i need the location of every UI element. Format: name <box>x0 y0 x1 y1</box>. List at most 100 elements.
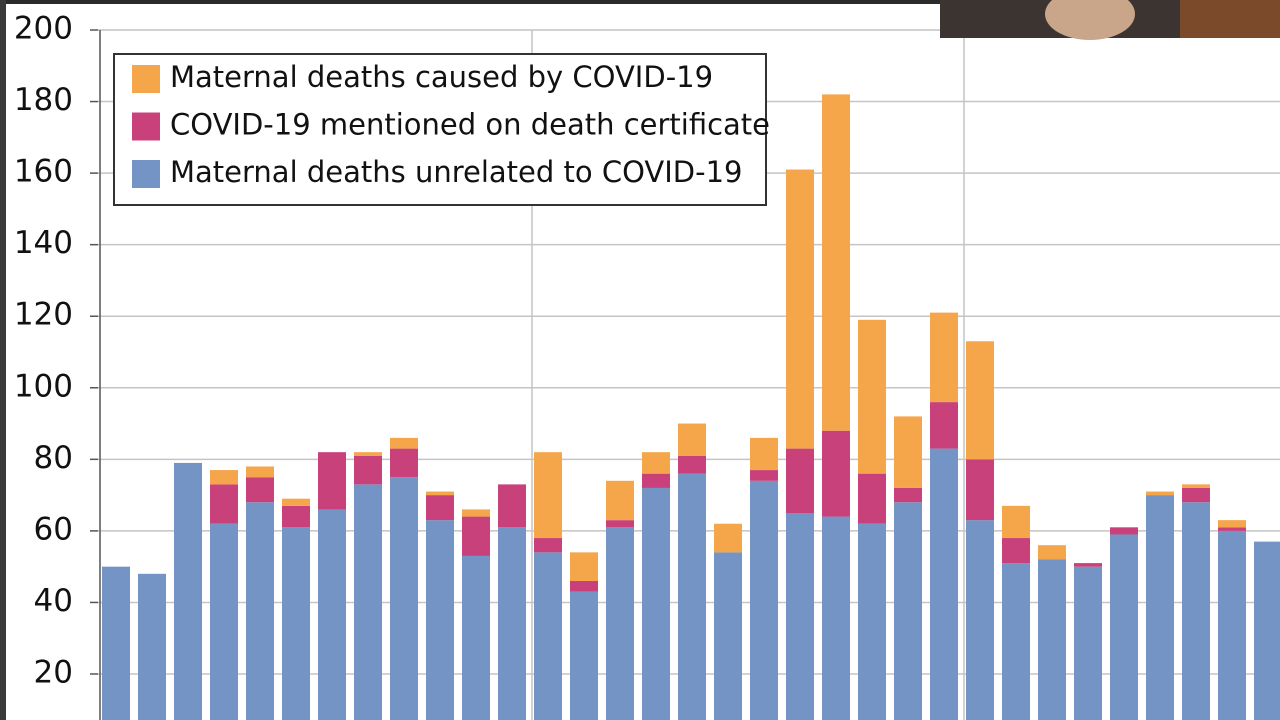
bar-segment <box>750 480 778 720</box>
bar-segment <box>894 502 922 720</box>
bar-segment <box>606 527 634 720</box>
y-tick-label: 160 <box>14 154 73 190</box>
y-tick-label: 40 <box>34 583 73 619</box>
bar-segment <box>858 473 886 524</box>
bar-segment <box>966 520 994 720</box>
bar-segment <box>426 495 454 521</box>
bar-segment <box>246 477 274 503</box>
bar-segment <box>534 452 562 539</box>
bar-segment <box>714 552 742 720</box>
bar-segment <box>210 470 238 485</box>
bar-segment <box>246 466 274 478</box>
bar-segment <box>282 527 310 720</box>
bar-segment <box>642 473 670 488</box>
bar-segment <box>858 523 886 720</box>
bar-segment <box>318 509 346 720</box>
bar-segment <box>894 487 922 503</box>
y-tick-label: 180 <box>14 82 73 118</box>
bar-segment <box>174 462 202 720</box>
bar-segment <box>822 516 850 720</box>
bar-segment <box>1146 491 1174 496</box>
legend-label: COVID-19 mentioned on death certificate <box>170 108 770 142</box>
bar-segment <box>570 591 598 720</box>
bar-segment <box>570 580 598 592</box>
bar-segment <box>462 509 490 517</box>
bars <box>102 94 1280 720</box>
bar-segment <box>858 319 886 474</box>
bar-segment <box>534 552 562 720</box>
bar-segment <box>354 452 382 456</box>
bar-segment <box>390 448 418 478</box>
bar-segment <box>210 523 238 720</box>
y-tick-label: 120 <box>14 297 73 333</box>
bar-segment <box>1218 530 1246 720</box>
webcam-person <box>1045 0 1135 40</box>
bar-segment <box>354 455 382 485</box>
bar-segment <box>1002 505 1030 539</box>
bar-segment <box>678 423 706 456</box>
bar-segment <box>786 169 814 449</box>
bar-segment <box>282 505 310 528</box>
bar-segment <box>750 470 778 481</box>
y-tick-label: 100 <box>14 368 73 404</box>
bar-segment <box>1110 527 1138 535</box>
bar-segment <box>1002 538 1030 564</box>
bar-segment <box>390 477 418 720</box>
y-tick-label: 60 <box>34 511 73 547</box>
bar-segment <box>1146 495 1174 720</box>
bar-segment <box>966 341 994 460</box>
bar-segment <box>102 566 130 720</box>
bar-segment <box>642 487 670 720</box>
window-edge <box>0 0 6 720</box>
bar-segment <box>1002 563 1030 720</box>
bar-segment <box>1110 534 1138 720</box>
window-edge <box>0 0 1280 4</box>
bar-segment <box>750 437 778 471</box>
bar-segment <box>1218 527 1246 531</box>
bar-segment <box>606 520 634 528</box>
bar-segment <box>570 552 598 581</box>
bar-segment <box>714 523 742 553</box>
bar-segment <box>1038 545 1066 560</box>
legend-box <box>113 53 767 206</box>
bar-segment <box>930 312 958 403</box>
bar-segment <box>1074 566 1102 720</box>
bar-segment <box>498 527 526 720</box>
bar-segment <box>786 448 814 513</box>
bar-segment <box>1182 484 1210 488</box>
legend-swatch <box>132 65 160 93</box>
bar-segment <box>1038 559 1066 720</box>
bar-segment <box>894 416 922 488</box>
bar-segment <box>606 480 634 521</box>
webcam-background <box>1180 0 1280 38</box>
bar-segment <box>210 484 238 524</box>
bar-segment <box>1218 520 1246 528</box>
bar-segment <box>678 455 706 474</box>
y-axis: 20 40 60 80 100 120 140 160 180 200 <box>14 11 98 691</box>
bar-segment <box>498 484 526 528</box>
bar-segment <box>1074 563 1102 567</box>
y-tick-label: 80 <box>34 440 73 476</box>
legend: Maternal deaths caused by COVID-19 COVID-… <box>113 53 770 206</box>
bar-segment <box>426 520 454 720</box>
bar-segment <box>426 491 454 496</box>
legend-swatch <box>132 112 160 141</box>
bar-segment <box>246 502 274 720</box>
bar-segment <box>534 538 562 553</box>
bar-segment <box>642 452 670 474</box>
bar-segment <box>678 473 706 720</box>
bar-segment <box>966 459 994 521</box>
bar-segment <box>138 573 166 720</box>
y-tick-label: 140 <box>14 225 73 261</box>
legend-label: Maternal deaths caused by COVID-19 <box>170 60 713 94</box>
bar-segment <box>354 484 382 720</box>
bar-segment <box>786 513 814 720</box>
bar-segment <box>318 452 346 510</box>
bar-segment <box>822 430 850 517</box>
legend-swatch <box>132 160 160 188</box>
y-tick-label: 20 <box>34 655 73 691</box>
bar-segment <box>822 94 850 431</box>
bar-segment <box>462 555 490 720</box>
bar-segment <box>930 448 958 720</box>
